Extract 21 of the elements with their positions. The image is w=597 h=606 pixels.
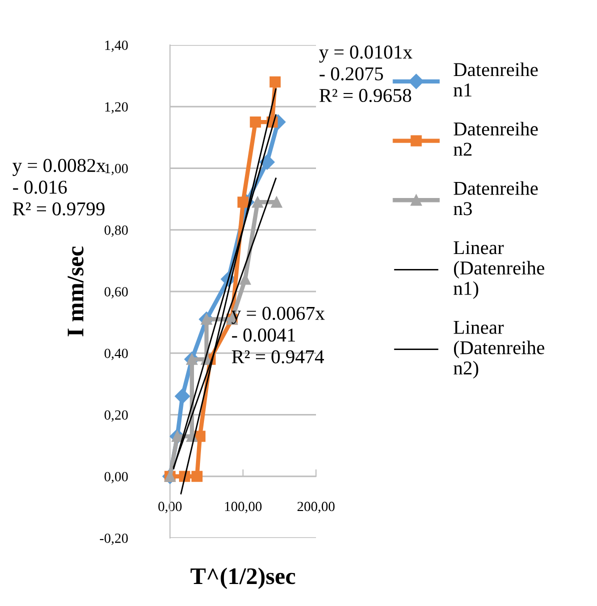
y-tick-label: 0,00 — [104, 472, 128, 484]
text: y = 0.0082x - 0.016 R² = 0.9799 — [12, 158, 106, 216]
x-tick-label: 200,00 — [298, 502, 335, 514]
y-tick-label: -0,20 — [100, 534, 128, 545]
legend-label: Datenreihen2 — [454, 122, 538, 156]
x-axis-title: T^(1/2)sec — [190, 568, 296, 589]
y-tick-label: 0,20 — [104, 410, 128, 422]
legend-label: Linear (Datenreihen2) — [454, 320, 544, 379]
y-tick-label: 1,40 — [105, 40, 128, 52]
legend-label: Linear (Datenreihen1) — [454, 241, 544, 299]
annotation: y = 0.0067x - 0.0041 R² = 0.9474 — [232, 306, 325, 364]
x-tick-label: 100,00 — [225, 502, 262, 514]
y-tick-label: 0,80 — [104, 225, 128, 237]
legend-label: Datenreihen3 — [454, 181, 538, 216]
legend-label: Datenreihen1 — [454, 62, 538, 96]
y-tick-label: 0,60 — [104, 287, 128, 298]
y-tick-label: 1,20 — [105, 102, 128, 114]
y-tick-label: 0,40 — [104, 348, 128, 360]
y-tick-label: 1,00 — [105, 164, 128, 176]
y-axis-title: I mm/sec — [68, 246, 84, 336]
text: y = 0.0101x - 0.2075 R² = 0.9658 — [319, 46, 412, 102]
